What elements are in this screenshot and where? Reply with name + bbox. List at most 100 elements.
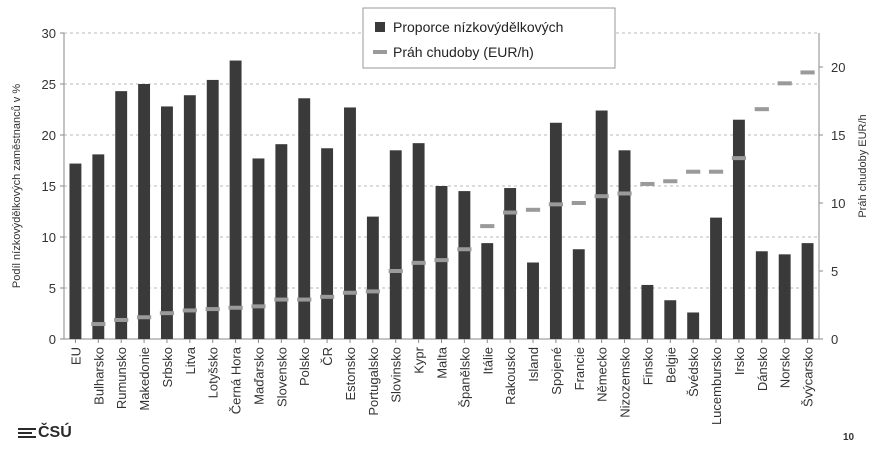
bar	[435, 186, 448, 339]
threshold-marker	[525, 207, 541, 212]
y-tick-label-left: 20	[42, 128, 56, 143]
csu-logo-text: ČSÚ	[38, 424, 72, 441]
legend-box	[362, 7, 616, 69]
threshold-marker	[297, 297, 312, 302]
threshold-marker	[411, 260, 426, 265]
threshold-marker	[159, 311, 175, 316]
x-tick-label: Španělsko	[457, 347, 472, 408]
y-tick-label-right: 15	[831, 128, 845, 143]
threshold-marker	[114, 317, 129, 322]
x-tick-label: Rakousko	[503, 347, 518, 405]
threshold-marker	[777, 81, 792, 86]
y-tick-label-left: 0	[49, 332, 56, 347]
threshold-marker	[182, 308, 197, 313]
threshold-marker	[205, 307, 220, 312]
bar	[732, 119, 745, 339]
bar	[275, 144, 288, 339]
x-tick-label: Bulharsko	[91, 347, 106, 405]
legend-label-bar: Proporce nízkovýdělkových	[393, 19, 563, 35]
x-tick-label: Lucembursko	[709, 347, 724, 425]
bar	[527, 262, 539, 339]
y-tick-label-left: 15	[42, 179, 56, 194]
x-tick-label: Polsko	[297, 347, 312, 386]
x-tick-label: Švýcarsko	[801, 347, 816, 407]
x-tick-label: Belgie	[663, 347, 678, 383]
x-tick-label: Nizozemsko	[618, 347, 633, 418]
bar	[161, 106, 173, 339]
threshold-marker	[708, 169, 724, 174]
legend-swatch-marker	[373, 50, 387, 54]
x-tick-label: ČR	[320, 347, 335, 366]
y-tick-label-right: 10	[831, 196, 845, 211]
bar	[115, 91, 128, 339]
x-tick-label: Srbsko	[160, 347, 175, 387]
bar	[206, 79, 219, 340]
x-tick-label: Slovensko	[274, 347, 289, 407]
x-tick-label: Francie	[572, 347, 587, 390]
bar	[183, 95, 196, 339]
x-tick-label: EU	[68, 347, 83, 365]
csu-logo-icon	[18, 427, 36, 439]
threshold-marker	[320, 294, 335, 299]
threshold-marker	[686, 169, 701, 174]
bar	[92, 154, 105, 339]
bar	[801, 243, 814, 339]
x-tick-label: Estonsko	[343, 347, 358, 400]
bar	[778, 254, 791, 339]
bar	[755, 251, 768, 339]
threshold-marker	[136, 315, 152, 320]
x-tick-label: Rumunsko	[114, 347, 129, 409]
bar	[664, 300, 677, 339]
x-tick-label: Německo	[595, 347, 610, 402]
bar	[389, 150, 402, 339]
y-tick-label-left: 25	[42, 77, 56, 92]
threshold-marker	[457, 247, 472, 252]
threshold-marker	[503, 210, 518, 215]
x-tick-label: Malta	[435, 346, 450, 379]
bar	[687, 312, 700, 339]
bar	[321, 148, 334, 339]
x-tick-label: Maďarsko	[251, 347, 266, 405]
bar	[229, 60, 242, 339]
bar	[344, 107, 356, 340]
threshold-marker	[754, 107, 769, 112]
bar	[366, 216, 379, 339]
threshold-marker	[251, 304, 266, 309]
threshold-marker	[274, 297, 289, 302]
y-axis-left-title: Podíl nízkovýdělkových zaměstnanců v %	[11, 84, 23, 288]
x-tick-label: Slovinsko	[389, 347, 404, 403]
threshold-marker	[663, 179, 678, 184]
bar	[618, 150, 631, 339]
threshold-marker	[548, 202, 563, 207]
threshold-marker	[640, 181, 655, 186]
bar	[641, 284, 654, 339]
y-tick-label-right: 5	[831, 264, 838, 279]
x-tick-label: Norsko	[778, 347, 793, 388]
bar	[412, 143, 425, 339]
y-axis-right-title: Práh chudoby EUR/h	[857, 114, 869, 217]
x-tick-label: Spojené	[549, 347, 564, 395]
bar	[298, 98, 311, 339]
x-tick-label: Finsko	[640, 347, 655, 385]
bar	[504, 188, 517, 339]
threshold-marker	[800, 70, 815, 75]
threshold-marker	[91, 322, 106, 327]
x-tick-label: Makedonie	[137, 347, 152, 411]
threshold-marker	[617, 191, 632, 196]
x-tick-label: Litva	[183, 346, 198, 374]
x-tick-label: Černá Hora	[229, 346, 244, 414]
legend-swatch-bar	[375, 22, 385, 32]
bar	[710, 217, 722, 339]
bar	[458, 191, 471, 339]
y-tick-label-left: 10	[42, 230, 56, 245]
threshold-marker	[731, 156, 747, 161]
bar	[572, 249, 585, 339]
x-tick-label: Itálie	[480, 347, 495, 374]
threshold-marker	[571, 201, 586, 205]
x-tick-label: Island	[526, 347, 541, 382]
y-tick-label-right: 20	[831, 60, 845, 75]
bar	[138, 84, 151, 339]
x-tick-label: Lotyšsko	[206, 347, 221, 398]
